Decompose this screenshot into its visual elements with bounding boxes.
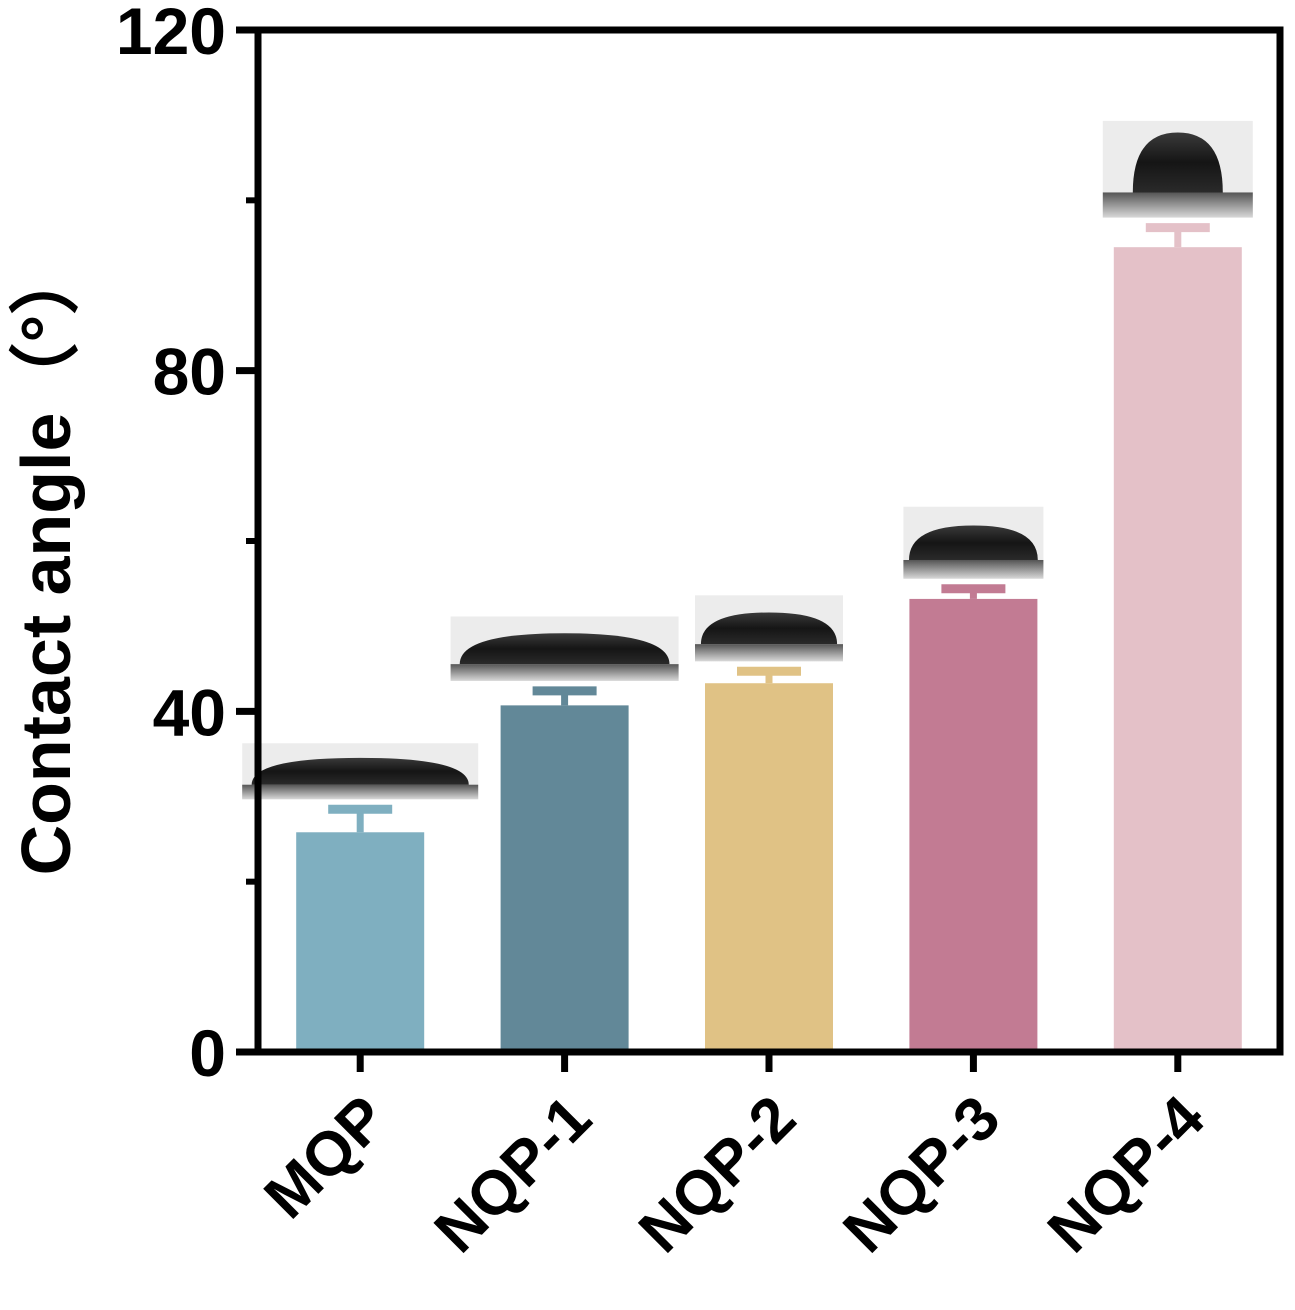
bar-nqp-3 (909, 598, 1038, 1052)
x-tick-label-nqp-4: NQP-4 (1035, 1083, 1218, 1266)
droplet-image-nqp-4 (1102, 120, 1253, 218)
x-tick-label-mqp: MQP (251, 1083, 400, 1232)
y-tick-label: 0 (189, 1016, 226, 1090)
x-tick-label-nqp-2: NQP-2 (626, 1083, 809, 1266)
bars (296, 223, 1242, 1053)
bar-nqp-2 (705, 683, 833, 1052)
droplet-image-nqp-3 (903, 506, 1044, 579)
y-tick-label: 120 (116, 0, 226, 68)
droplet-image-nqp-2 (695, 595, 843, 662)
x-tick-label-nqp-3: NQP-3 (831, 1083, 1014, 1266)
bar-mqp (296, 832, 425, 1052)
y-tick-label: 80 (153, 335, 226, 409)
droplet-image-nqp-1 (450, 616, 679, 681)
y-axis-title: Contact angle（°） (7, 245, 85, 876)
droplet-insets (242, 120, 1253, 800)
bar-nqp-1 (500, 705, 629, 1052)
y-tick-label: 40 (153, 675, 226, 749)
x-tick-label-nqp-1: NQP-1 (422, 1083, 605, 1266)
bar-nqp-4 (1113, 247, 1242, 1053)
droplet-image-mqp (242, 743, 479, 800)
